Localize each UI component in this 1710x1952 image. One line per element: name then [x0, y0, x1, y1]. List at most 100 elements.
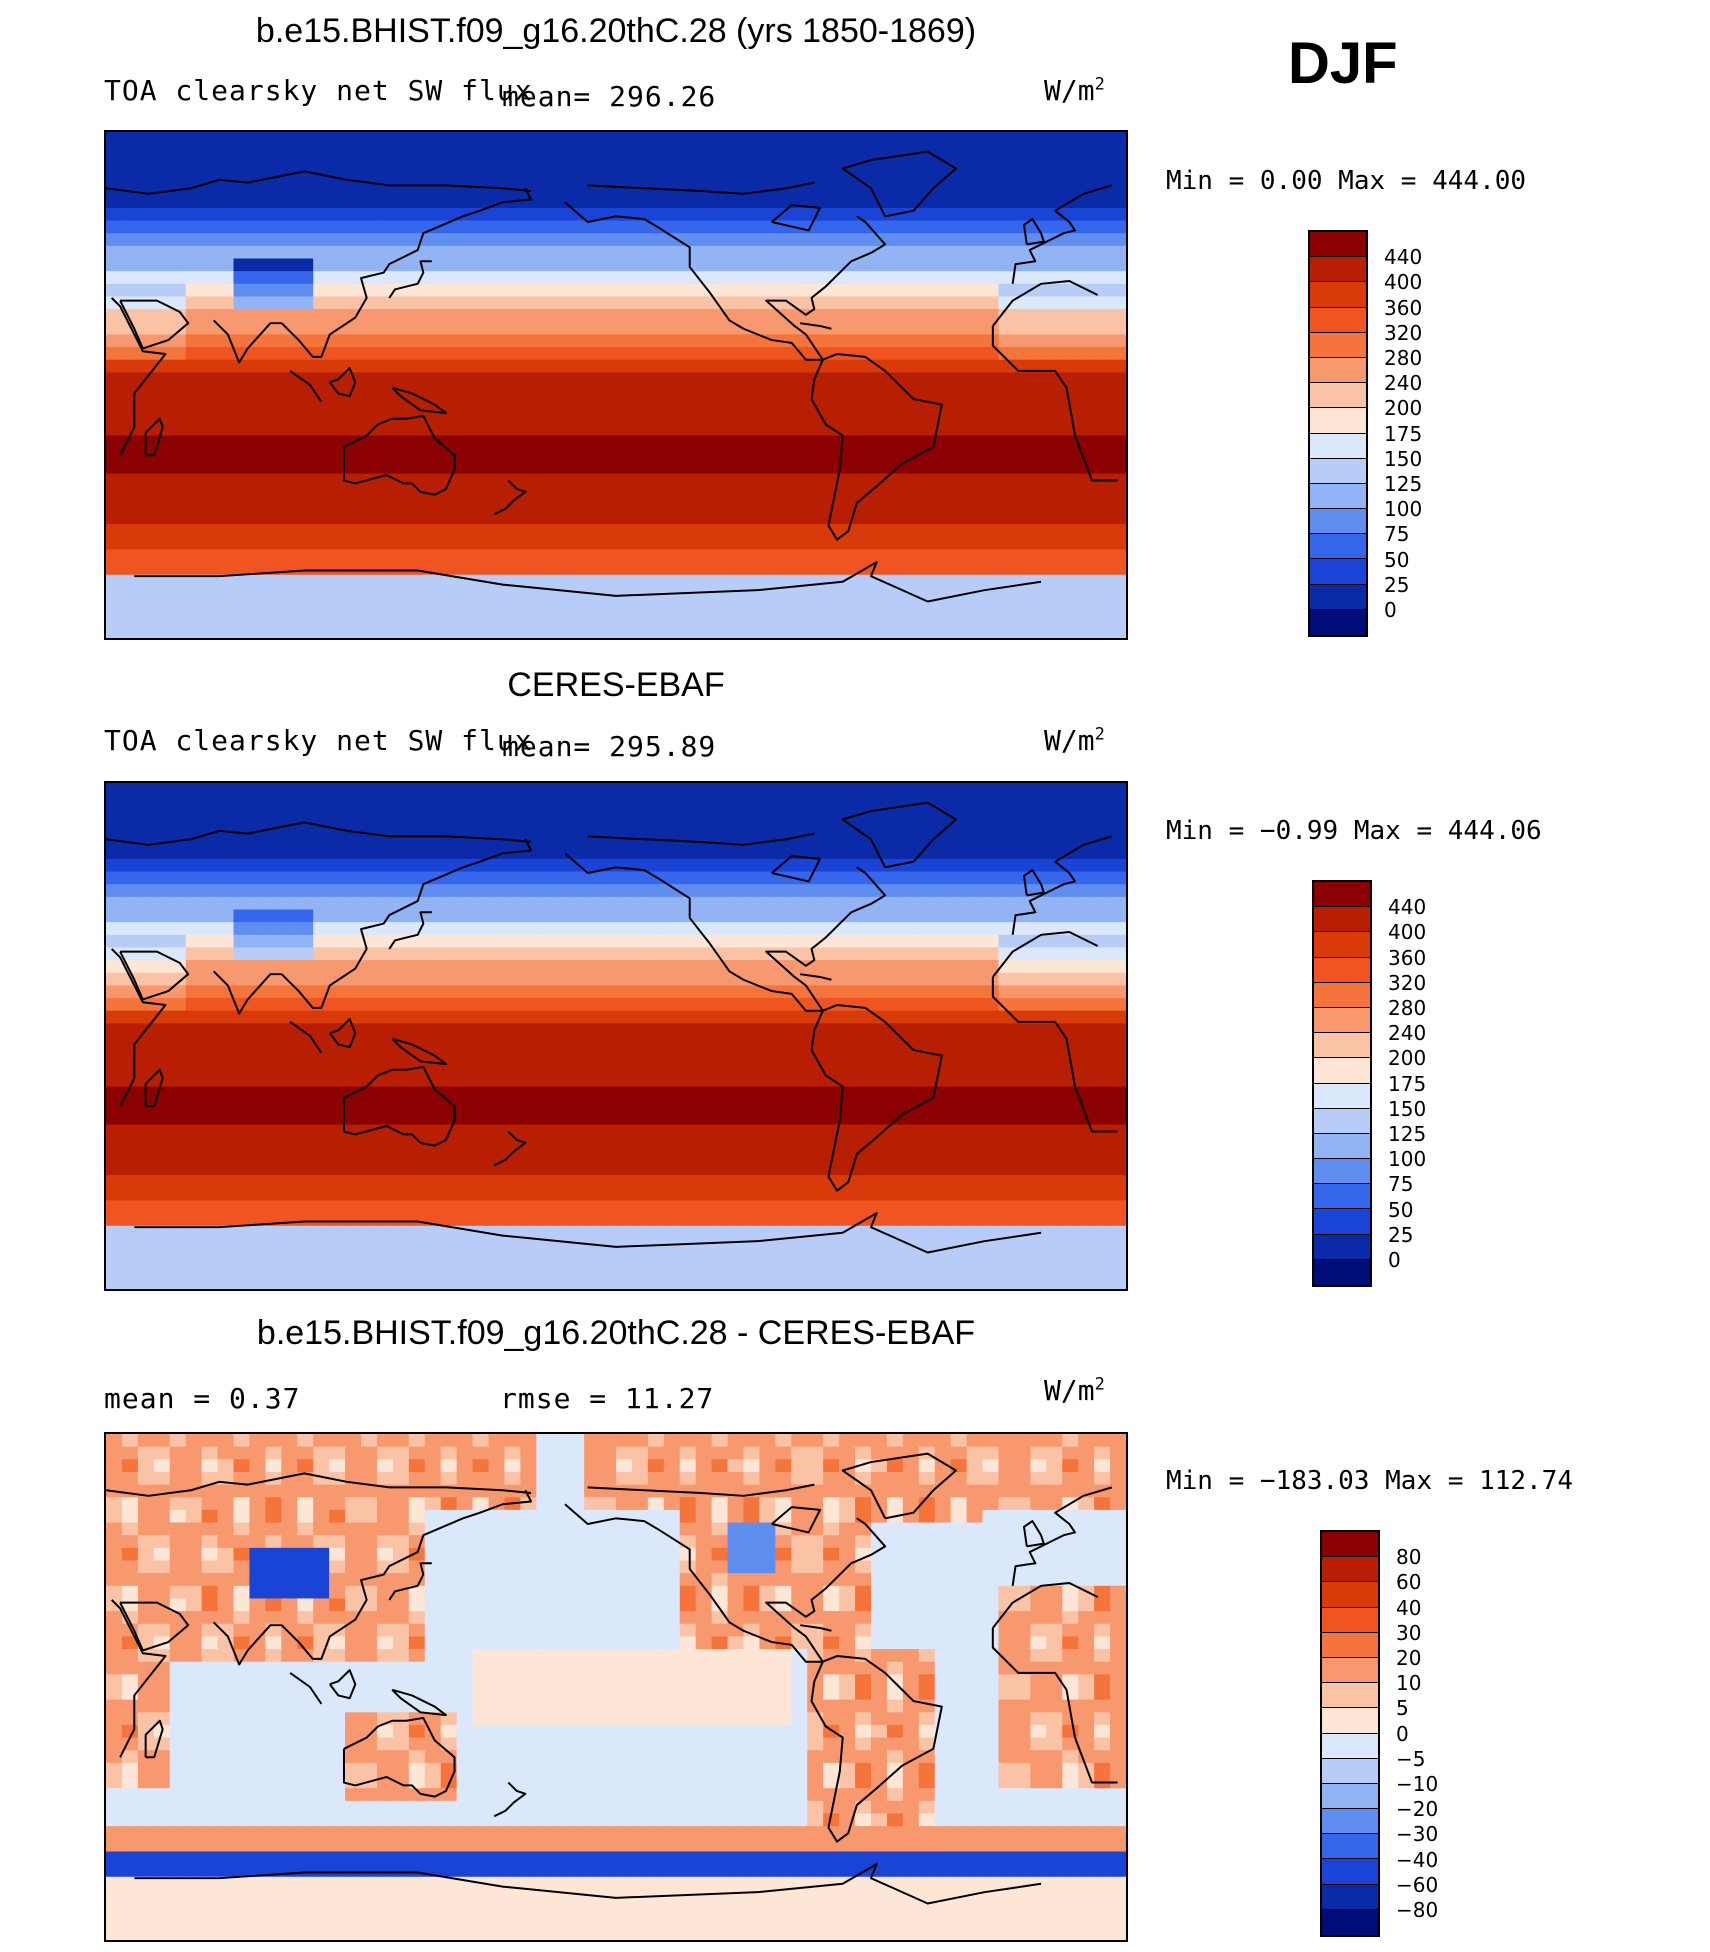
field-cell [137, 1251, 155, 1265]
field-cell [297, 486, 314, 500]
field-cell [568, 144, 585, 158]
field-cell [265, 1200, 282, 1214]
field-cell [775, 347, 792, 361]
field-cell [1030, 511, 1047, 525]
field-cell [1078, 960, 1095, 974]
field-cell [456, 1124, 474, 1138]
field-cell [233, 132, 251, 146]
field-cell [918, 600, 936, 614]
field-cell [791, 1073, 808, 1088]
field-cell [424, 998, 442, 1012]
field-cell [918, 998, 936, 1012]
field-cell [679, 473, 697, 487]
field-cell [631, 562, 649, 576]
field-cell [647, 562, 665, 576]
field-cell [281, 334, 298, 348]
field-cell [934, 549, 952, 563]
field-cell [1014, 1213, 1031, 1227]
field-cell [249, 536, 266, 551]
field-cell [361, 1111, 378, 1126]
field-cell [902, 1187, 920, 1202]
field-cell [201, 372, 219, 386]
field-cell [807, 347, 824, 361]
field-cell [153, 1036, 171, 1050]
field-cell [600, 960, 617, 974]
field-cell [217, 359, 235, 373]
field-cell [424, 1200, 442, 1214]
field-cell [631, 144, 649, 158]
field-cell [886, 1124, 904, 1138]
field-cell [249, 233, 266, 247]
field-cell [663, 1099, 681, 1113]
field-cell [966, 600, 984, 614]
field-cell [281, 309, 298, 323]
field-cell [1014, 896, 1031, 911]
field-cell [807, 283, 824, 298]
field-cell [281, 486, 298, 500]
field-cell [185, 574, 203, 588]
field-cell [679, 896, 697, 911]
field-cell [934, 385, 952, 399]
field-cell [584, 783, 601, 797]
field-cell [1046, 321, 1063, 335]
field-cell [679, 334, 697, 348]
field-cell [1014, 321, 1031, 335]
field-cell [1078, 1162, 1095, 1176]
field-cell [106, 600, 123, 614]
field-cell [743, 871, 761, 885]
field-cell [185, 1111, 203, 1126]
field-cell [472, 132, 490, 146]
field-cell [424, 858, 442, 873]
field-cell [536, 574, 553, 588]
field-cell [775, 1099, 792, 1113]
field-cell [743, 1048, 761, 1062]
field-cell [1046, 600, 1063, 614]
field-cell [185, 473, 203, 487]
field-cell [584, 511, 601, 525]
field-cell [504, 587, 521, 601]
field-cell [552, 258, 569, 272]
field-cell [568, 169, 585, 184]
field-cell [679, 1036, 697, 1050]
field-cell [886, 884, 904, 898]
field-cell [1062, 1111, 1079, 1126]
field-cell [791, 1213, 808, 1227]
field-cell [106, 435, 123, 449]
field-cell [807, 536, 824, 551]
field-cell [918, 985, 936, 999]
field-cell [663, 820, 681, 835]
field-cell [647, 283, 665, 298]
field-cell [361, 498, 378, 513]
field-cell [217, 385, 235, 399]
field-cell [1094, 947, 1111, 961]
field-cell [153, 321, 171, 335]
field-cell [1030, 271, 1047, 285]
field-cell [137, 397, 155, 411]
field-cell [934, 207, 952, 222]
field-cell [1062, 549, 1079, 563]
field-cell [1014, 296, 1031, 310]
field-cell [616, 1023, 633, 1037]
field-cell [536, 896, 553, 911]
field-cell [982, 884, 1000, 898]
field-cell [839, 884, 856, 898]
field-cell [1046, 1225, 1063, 1239]
field-cell [711, 334, 729, 348]
field-cell [855, 296, 872, 310]
field-cell [791, 562, 808, 576]
field-cell [153, 233, 171, 247]
field-cell [392, 220, 410, 234]
field-cell [1014, 833, 1031, 847]
field-cell [934, 372, 952, 386]
field-cell [185, 132, 203, 146]
field-cell [727, 1137, 745, 1151]
field-cell [265, 1124, 282, 1138]
field-cell [823, 169, 840, 184]
field-cell [1062, 972, 1079, 986]
field-cell [934, 1175, 952, 1189]
field-cell [791, 871, 808, 885]
field-cell [886, 612, 904, 626]
field-cell [902, 397, 920, 411]
field-cell [1046, 1073, 1063, 1088]
field-cell [488, 985, 506, 999]
